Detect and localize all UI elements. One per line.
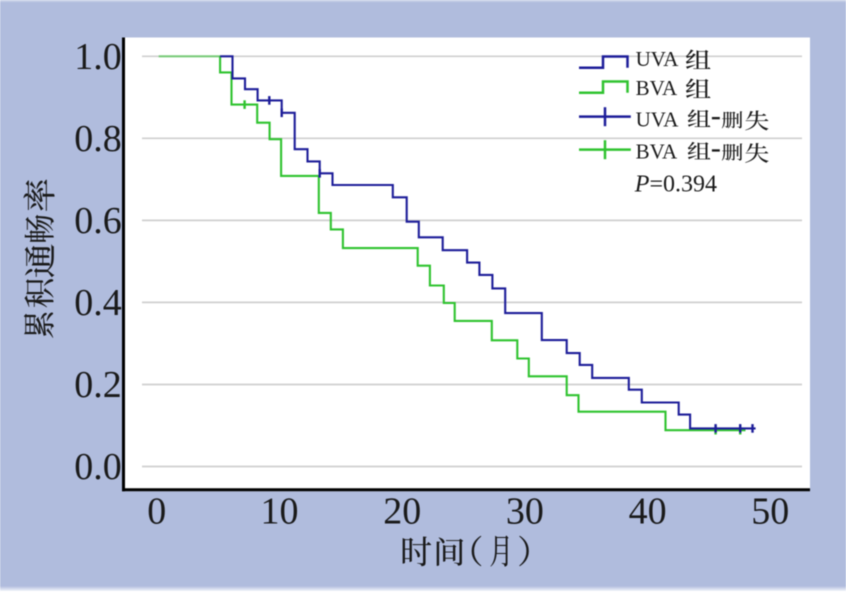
svg-text:BVA: BVA bbox=[636, 140, 678, 164]
svg-text:UVA: UVA bbox=[636, 47, 680, 71]
svg-text:0.2: 0.2 bbox=[74, 364, 122, 406]
svg-text:20: 20 bbox=[383, 491, 421, 533]
svg-text:UVA: UVA bbox=[636, 107, 680, 131]
svg-text:0.8: 0.8 bbox=[74, 118, 122, 160]
svg-text:0: 0 bbox=[147, 491, 166, 533]
svg-text:0.6: 0.6 bbox=[74, 200, 122, 242]
svg-text:30: 30 bbox=[506, 491, 544, 533]
svg-text:0.0: 0.0 bbox=[74, 446, 122, 488]
svg-text:50: 50 bbox=[751, 491, 789, 533]
svg-text:BVA: BVA bbox=[636, 76, 678, 100]
svg-text:40: 40 bbox=[629, 491, 667, 533]
svg-text:0.4: 0.4 bbox=[74, 282, 122, 324]
svg-text:10: 10 bbox=[261, 491, 299, 533]
svg-text:1.0: 1.0 bbox=[74, 36, 122, 78]
svg-text:P=0.394: P=0.394 bbox=[634, 172, 717, 198]
